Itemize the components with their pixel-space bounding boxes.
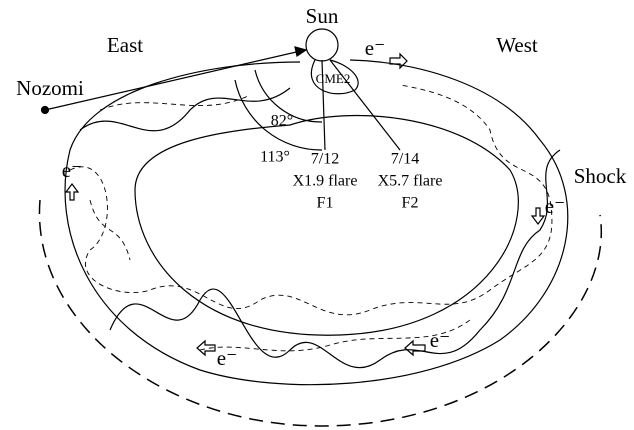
- angle-82: [254, 69, 323, 123]
- shapes: [38, 28, 603, 427]
- f2-line: [329, 59, 401, 151]
- flare-class: X1.9 flare: [293, 173, 358, 190]
- flare-date: 7/12: [311, 151, 339, 168]
- shock-label: Shock: [574, 164, 627, 188]
- sun-label: Sun: [306, 4, 339, 28]
- electron-label: e⁻: [217, 346, 237, 370]
- inner-loop: [134, 114, 519, 336]
- nozomi-line: [44, 49, 306, 111]
- angle-label: 113°: [260, 149, 290, 166]
- sun-disk: [305, 28, 339, 62]
- angle-113: [234, 79, 323, 151]
- outer-loop: [64, 59, 569, 386]
- e-arrow: [389, 52, 408, 70]
- nozomi-label: Nozomi: [16, 76, 84, 100]
- e-arrow: [64, 183, 80, 201]
- shock-front: [38, 199, 603, 427]
- e-arrow: [530, 207, 546, 225]
- electron-label: e⁻: [365, 36, 385, 60]
- flare-date: 7/14: [391, 151, 419, 168]
- electron-label: e⁻: [62, 158, 82, 182]
- flare-name: F1: [317, 195, 334, 212]
- west-label: West: [496, 33, 538, 57]
- east-label: East: [107, 33, 143, 57]
- electron-label: e⁻: [545, 194, 565, 218]
- e-arrow: [404, 339, 426, 357]
- flare-name: F2: [402, 195, 419, 212]
- e-arrow: [196, 339, 216, 357]
- angle-label: 82°: [271, 113, 293, 130]
- electron-label: e⁻: [430, 328, 450, 352]
- f1-line: [321, 59, 326, 151]
- helix-3: [89, 94, 471, 352]
- cme-loop: [310, 59, 359, 95]
- helix-2: [69, 84, 553, 316]
- helix-1: [79, 87, 561, 369]
- cme-label: CME2: [316, 71, 351, 86]
- arrowhead: [294, 46, 308, 57]
- flare-class: X5.7 flare: [378, 173, 443, 190]
